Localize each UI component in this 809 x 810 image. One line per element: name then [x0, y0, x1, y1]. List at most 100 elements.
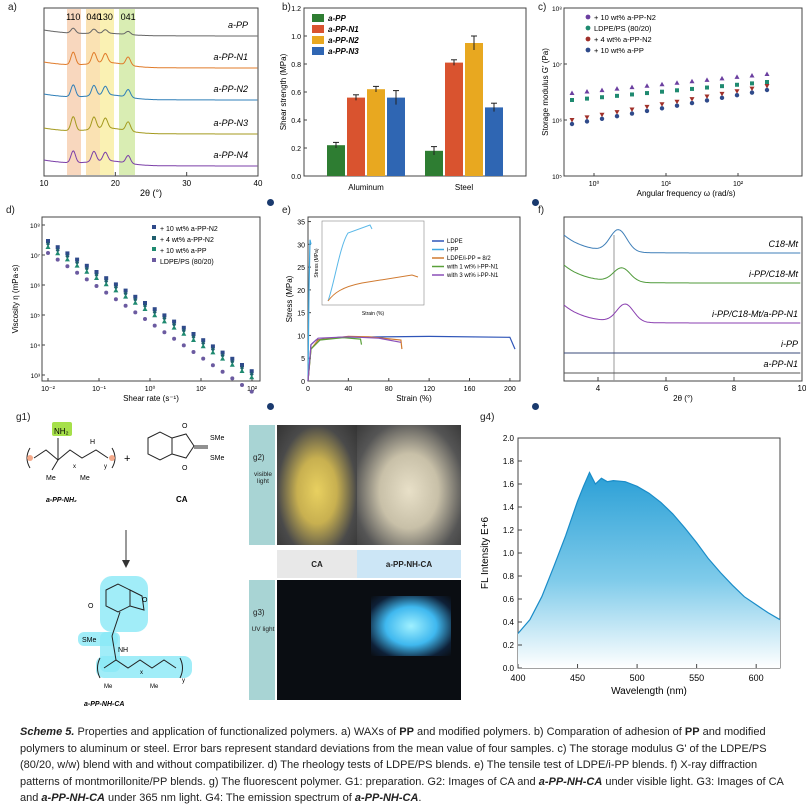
point-c [749, 90, 755, 95]
panel-c: c) 10⁵ 10⁶ 10⁷ 10⁸ 10⁰ 10¹ 10² + 10 wt% a-PP-… [536, 0, 806, 200]
point-d [191, 334, 196, 340]
scheme-label: Scheme 5. [20, 726, 75, 738]
stress-curve-i-PP [307, 239, 312, 382]
point-d [181, 325, 186, 330]
x-tick-label-f: 4 [596, 384, 601, 393]
axis-label-b-y: Shear strength (MPa) [279, 53, 288, 130]
point-d [172, 336, 177, 341]
axis-label-a-x: 2θ (°) [140, 188, 162, 198]
point-d [249, 371, 254, 377]
y-tick-label-g4: 1.4 [503, 503, 515, 512]
panel-letter-a: a) [8, 2, 17, 13]
point-d [104, 278, 109, 284]
point-d [200, 343, 206, 349]
caption-text-4: under visible light. G3: Images of CA an… [20, 775, 784, 805]
point-d [239, 368, 245, 373]
point-d [162, 313, 167, 318]
caption-text-2: and modified polymers. b) Comparation of… [413, 726, 685, 738]
point-c [659, 106, 665, 111]
y-tick-label-b: 0.6 [291, 90, 301, 97]
y-tick-label-c: 10⁵ [552, 174, 562, 181]
legend-label-d: + 10 wt% a-PP-N2 [160, 226, 218, 233]
legend-label-e: LDPE/i-PP = 8/2 [447, 256, 491, 262]
caption-text-5: under 365 nm light. G4: The emission spe… [104, 792, 355, 804]
category-label-b: Steel [455, 183, 473, 192]
point-d [64, 256, 70, 262]
x-subscript: x [73, 464, 76, 470]
caption-pp-1: PP [399, 726, 414, 738]
point-c [644, 83, 650, 88]
caption-text-6: . [418, 792, 422, 804]
point-d [75, 257, 80, 262]
point-c [765, 80, 769, 84]
x-tick-label-g4: 450 [570, 673, 585, 683]
scheme-g1: NH₂ Me Me x y H a-PP-NH₂ + O O SMe SMe C… [26, 422, 225, 708]
bar-a-PP-N2-Aluminum [367, 89, 385, 176]
h-label: H [90, 439, 95, 446]
point-d [152, 312, 158, 318]
peak-band-041 [119, 9, 135, 175]
xrd-curve-a-PP-N2 [43, 84, 258, 101]
chart-b: 0.0 0.2 0.4 0.6 0.8 1.0 1.2 a-PP a-PP-N1 a-PP-N2… [279, 6, 527, 192]
o-label-4: O [142, 597, 148, 604]
x-tick-label-g4: 500 [630, 673, 645, 683]
amine-highlight [52, 422, 72, 436]
point-c [629, 84, 635, 90]
point-c [629, 107, 635, 113]
series-label-f: C18-Mt [768, 239, 798, 249]
point-d [161, 318, 167, 324]
plot-frame-f [563, 216, 803, 382]
y-tick-label-g4: 0.8 [503, 572, 515, 581]
panel-letter-g1: g1) [16, 412, 31, 423]
point-d [230, 376, 235, 381]
sme-label-2: SMe [210, 455, 225, 462]
five-ring [171, 433, 195, 459]
y-tick-label-b: 0.2 [291, 146, 301, 153]
photo-product-glow [371, 596, 451, 656]
y-tick-label-e: 5 [301, 356, 305, 363]
point-c [749, 72, 755, 78]
point-d [220, 350, 225, 355]
caption-text-3: and modified polymers to aluminum or ste… [20, 726, 767, 788]
point-c [750, 81, 754, 86]
point-d [191, 350, 196, 354]
point-d [65, 253, 70, 259]
g3-caption: UV light [251, 626, 275, 633]
point-c [584, 89, 590, 94]
point-c [645, 91, 649, 96]
legend-label-d: + 10 wt% a-PP [160, 248, 207, 255]
point-d [74, 263, 80, 268]
label-ca: CA [277, 550, 357, 578]
point-d [132, 300, 138, 305]
point-d [201, 356, 206, 361]
panel-letter-g4: g4) [480, 412, 495, 423]
y-tick-label-g4: 1.8 [503, 457, 515, 466]
point-d [249, 374, 255, 380]
xrd-curve-a-PP [43, 27, 258, 37]
x-tick-label-g4: 550 [689, 673, 704, 683]
point-c [704, 94, 710, 99]
reactant-1-name: a-PP-NH₂ [46, 497, 77, 504]
legend-label-d: LDPE/PS (80/20) [160, 259, 214, 266]
plot-frame-d [41, 216, 261, 382]
caption-bold-3: a-PP-NH-CA [354, 792, 419, 804]
point-d [181, 343, 186, 348]
point-d [55, 247, 60, 253]
x-tick-label-f: 6 [664, 384, 669, 393]
y-tick-label-g4: 2.0 [503, 434, 515, 443]
bar-a-PP-N2-Steel [465, 43, 483, 176]
point-d [201, 338, 206, 343]
y-tick-label-d: 10⁶ [30, 283, 40, 290]
axis-label-e-y: Stress (MPa) [285, 275, 294, 322]
point-c [569, 121, 575, 127]
point-d [249, 369, 254, 374]
series-label-f: a-PP-N1 [763, 359, 798, 369]
stress-curve-LDPE [307, 335, 516, 382]
me-label-4: Me [150, 684, 159, 690]
xrd-curve-a-PP-N3 [43, 116, 258, 135]
y-tick-label-d: 10⁴ [30, 343, 40, 350]
panel-letter-b: b) [282, 2, 291, 13]
caption-pp-2: PP [684, 726, 700, 738]
point-d [45, 244, 51, 249]
